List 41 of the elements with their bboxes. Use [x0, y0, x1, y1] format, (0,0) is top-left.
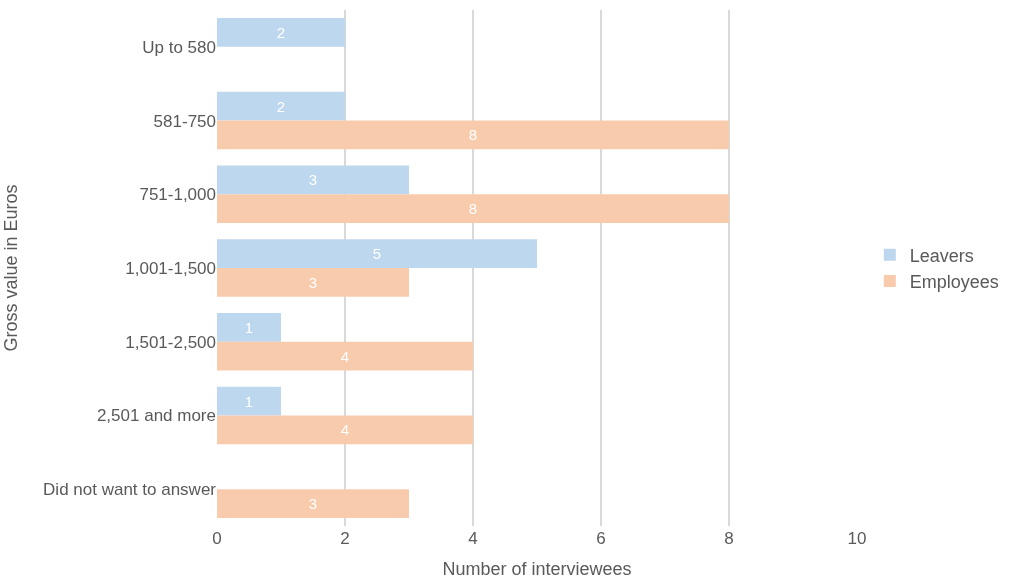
x-axis-title: Number of interviewees: [442, 559, 632, 580]
y-axis-title: Gross value in Euros: [1, 184, 22, 352]
y-tick-label: 1,501-2,500: [125, 332, 216, 352]
bar: [217, 239, 537, 268]
bar: [217, 312, 281, 342]
legend-label: Leavers: [909, 245, 974, 266]
data-label: 8: [468, 200, 478, 218]
data-label: 1: [244, 318, 254, 336]
legend-label: Employees: [909, 272, 999, 293]
data-label: 1: [244, 392, 254, 410]
data-label: 4: [340, 421, 350, 439]
bar: [217, 18, 345, 47]
bar: [217, 386, 281, 416]
y-tick-label: Did not want to answer: [43, 480, 217, 500]
bar: [217, 120, 729, 150]
bar: [217, 268, 409, 297]
data-label: 4: [340, 347, 350, 365]
data-label: 3: [308, 273, 318, 291]
data-label: 3: [308, 495, 318, 513]
y-tick-label: 2,501 and more: [96, 406, 216, 426]
data-label: 8: [468, 126, 478, 144]
x-tick-label: 2: [340, 529, 350, 548]
bar: [217, 341, 473, 371]
bar: [217, 489, 409, 518]
x-tick-label: 4: [468, 529, 478, 548]
bar: [217, 415, 473, 445]
data-label: 5: [372, 245, 382, 263]
y-tick-label: 581-750: [153, 111, 216, 131]
data-label: 2: [276, 23, 286, 41]
y-tick-label: Up to 580: [142, 37, 216, 57]
y-tick-label: 751-1,000: [139, 185, 216, 205]
x-tick-label: 8: [724, 529, 734, 548]
x-tick-label: 0: [212, 529, 222, 548]
x-tick-label: 10: [847, 529, 867, 548]
data-label: 3: [308, 171, 318, 189]
y-tick-label: 1,001-1,500: [125, 258, 216, 278]
bar: [217, 194, 729, 224]
bar: [217, 91, 345, 121]
data-label: 2: [276, 97, 286, 115]
bar: [217, 165, 409, 195]
x-tick-label: 6: [596, 529, 606, 548]
